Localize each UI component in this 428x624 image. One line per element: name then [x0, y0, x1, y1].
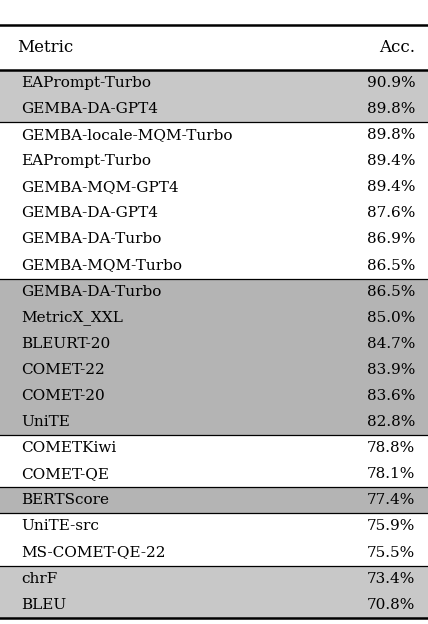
Text: 78.1%: 78.1%: [367, 467, 415, 481]
Bar: [0, 305, 428, 331]
Text: 75.5%: 75.5%: [367, 545, 415, 560]
Text: 84.7%: 84.7%: [367, 337, 415, 351]
Bar: [0, 174, 428, 200]
Text: BERTScore: BERTScore: [21, 494, 110, 507]
Text: EAPrompt-Turbo: EAPrompt-Turbo: [21, 76, 152, 90]
Text: GEMBA-DA-GPT4: GEMBA-DA-GPT4: [21, 102, 158, 116]
Text: 89.4%: 89.4%: [367, 154, 415, 168]
Text: 89.8%: 89.8%: [367, 128, 415, 142]
Text: chrF: chrF: [21, 572, 58, 586]
Text: MS-COMET-QE-22: MS-COMET-QE-22: [21, 545, 166, 560]
Text: 78.8%: 78.8%: [367, 441, 415, 455]
Text: 86.5%: 86.5%: [367, 285, 415, 299]
Bar: [0, 227, 428, 253]
Bar: [0, 461, 428, 487]
Bar: [0, 200, 428, 227]
Bar: [0, 514, 428, 540]
Text: COMET-20: COMET-20: [21, 389, 105, 403]
Bar: [0, 592, 428, 618]
Text: UniTE-src: UniTE-src: [21, 519, 99, 534]
Bar: [0, 278, 428, 305]
Text: 83.6%: 83.6%: [367, 389, 415, 403]
Bar: [0, 357, 428, 383]
Text: Acc.: Acc.: [379, 39, 415, 56]
Bar: [0, 409, 428, 435]
Text: BLEURT-20: BLEURT-20: [21, 337, 111, 351]
Text: 90.9%: 90.9%: [366, 76, 415, 90]
Bar: [0, 148, 428, 174]
Text: BLEU: BLEU: [21, 598, 67, 612]
Bar: [0, 383, 428, 409]
Text: EAPrompt-Turbo: EAPrompt-Turbo: [21, 154, 152, 168]
Text: 86.9%: 86.9%: [367, 233, 415, 246]
Text: MetricX_XXL: MetricX_XXL: [21, 310, 123, 325]
Text: Metric: Metric: [17, 39, 73, 56]
Text: GEMBA-MQM-GPT4: GEMBA-MQM-GPT4: [21, 180, 179, 194]
Text: 89.8%: 89.8%: [367, 102, 415, 116]
Text: 83.9%: 83.9%: [367, 363, 415, 377]
Bar: [0, 96, 428, 122]
Text: GEMBA-DA-Turbo: GEMBA-DA-Turbo: [21, 285, 162, 299]
Text: 77.4%: 77.4%: [367, 494, 415, 507]
Bar: [0, 540, 428, 565]
Text: COMETKiwi: COMETKiwi: [21, 441, 117, 455]
Bar: [0, 565, 428, 592]
Text: 82.8%: 82.8%: [367, 415, 415, 429]
Bar: [0, 122, 428, 148]
Bar: [0, 435, 428, 461]
Bar: [0, 487, 428, 514]
Text: 87.6%: 87.6%: [367, 207, 415, 220]
Text: 86.5%: 86.5%: [367, 258, 415, 273]
Text: COMET-22: COMET-22: [21, 363, 105, 377]
Text: 75.9%: 75.9%: [367, 519, 415, 534]
Text: 89.4%: 89.4%: [367, 180, 415, 194]
Text: 85.0%: 85.0%: [367, 311, 415, 324]
Text: GEMBA-locale-MQM-Turbo: GEMBA-locale-MQM-Turbo: [21, 128, 233, 142]
Text: 70.8%: 70.8%: [367, 598, 415, 612]
Bar: [0, 70, 428, 96]
Text: GEMBA-MQM-Turbo: GEMBA-MQM-Turbo: [21, 258, 182, 273]
Bar: [0, 331, 428, 357]
Text: GEMBA-DA-Turbo: GEMBA-DA-Turbo: [21, 233, 162, 246]
Text: UniTE: UniTE: [21, 415, 70, 429]
Text: COMET-QE: COMET-QE: [21, 467, 110, 481]
Bar: [0, 253, 428, 278]
Text: 73.4%: 73.4%: [367, 572, 415, 586]
Text: GEMBA-DA-GPT4: GEMBA-DA-GPT4: [21, 207, 158, 220]
